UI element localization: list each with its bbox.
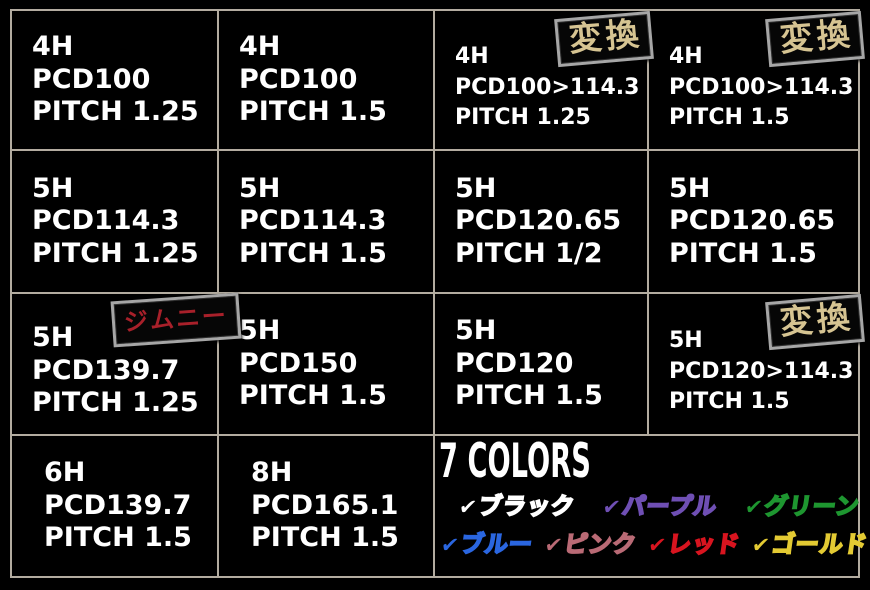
pitch-value: PITCH 1.5 bbox=[239, 96, 387, 128]
color-option-black: ✔ブラック bbox=[457, 493, 578, 522]
pcd-value: PCD165.1 bbox=[251, 489, 399, 521]
pitch-value: PITCH 1.25 bbox=[32, 387, 199, 419]
color-options-row-1: ✔ブラック ✔パープル ✔グリーン bbox=[457, 493, 863, 522]
holes-count: 5H bbox=[239, 315, 281, 347]
pitch-value: PITCH 1.25 bbox=[32, 96, 199, 128]
conversion-badge: 変換 bbox=[765, 10, 865, 67]
check-icon: ✔ bbox=[601, 495, 623, 519]
color-option-gold: ✔ゴールド bbox=[750, 531, 870, 560]
color-option-label: グリーン bbox=[762, 493, 863, 521]
holes-count: 6H bbox=[44, 457, 86, 489]
spec-cell: 5H PCD120.65 PITCH 1/2 bbox=[435, 151, 647, 292]
pitch-value: PITCH 1.25 bbox=[455, 105, 591, 131]
holes-count: 4H bbox=[32, 31, 74, 63]
color-option-pink: ✔ピンク bbox=[543, 531, 640, 560]
color-option-red: ✔レッド bbox=[646, 531, 743, 560]
holes-count: 8H bbox=[251, 457, 293, 489]
conversion-badge: 変換 bbox=[554, 10, 654, 67]
spec-cell: 6H PCD139.7 PITCH 1.5 bbox=[12, 436, 217, 576]
color-option-label: レッド bbox=[665, 531, 743, 559]
holes-count: 5H bbox=[32, 172, 74, 204]
pitch-value: PITCH 1.25 bbox=[32, 237, 199, 269]
pitch-value: PITCH 1.5 bbox=[455, 380, 603, 412]
holes-count: 5H bbox=[669, 327, 703, 353]
spec-cell: ジムニー 5H PCD139.7 PITCH 1.25 bbox=[12, 292, 242, 434]
pcd-value: PCD120.65 bbox=[455, 205, 622, 237]
check-icon: ✔ bbox=[750, 532, 772, 557]
spec-cell: 変換 4H PCD100>114.3 PITCH 1.5 bbox=[649, 10, 865, 149]
holes-count: 4H bbox=[669, 43, 703, 69]
pcd-value: PCD150 bbox=[239, 347, 358, 379]
color-option-purple: ✔パープル bbox=[601, 493, 720, 522]
pcd-value: PCD120.65 bbox=[669, 205, 836, 237]
pitch-value: PITCH 1.5 bbox=[239, 380, 387, 412]
holes-count: 5H bbox=[455, 315, 497, 347]
pitch-value: PITCH 1.5 bbox=[44, 522, 192, 554]
check-icon: ✔ bbox=[646, 532, 668, 557]
color-option-label: ピンク bbox=[562, 531, 640, 559]
spec-cell: 5H PCD120 PITCH 1.5 bbox=[435, 294, 647, 434]
holes-count: 5H bbox=[239, 172, 281, 204]
pcd-value: PCD120>114.3 bbox=[669, 358, 854, 384]
pcd-value: PCD120 bbox=[455, 347, 574, 379]
pitch-value: PITCH 1.5 bbox=[251, 522, 399, 554]
pcd-value: PCD114.3 bbox=[239, 205, 387, 237]
check-icon: ✔ bbox=[439, 532, 461, 557]
pitch-value: PITCH 1.5 bbox=[239, 237, 387, 269]
holes-count: 5H bbox=[32, 322, 74, 354]
spec-cell: 5H PCD114.3 PITCH 1.5 bbox=[219, 151, 433, 292]
colors-panel-title-row: 7 COLORS bbox=[439, 438, 858, 488]
color-option-label: ゴールド bbox=[769, 531, 870, 559]
check-icon: ✔ bbox=[457, 495, 479, 519]
pcd-value: PCD100>114.3 bbox=[455, 74, 640, 100]
pcd-value: PCD139.7 bbox=[32, 354, 180, 386]
pcd-value: PCD100 bbox=[239, 63, 358, 95]
holes-count: 4H bbox=[239, 31, 281, 63]
spec-cell: 5H PCD114.3 PITCH 1.25 bbox=[12, 151, 217, 292]
spec-cell: 変換 5H PCD120>114.3 PITCH 1.5 bbox=[649, 293, 865, 434]
colors-panel: 7 COLORS ✔ブラック ✔パープル ✔グリーン ✔ブルー ✔ピンク ✔レッ… bbox=[435, 436, 870, 576]
color-options-row-2: ✔ブルー ✔ピンク ✔レッド ✔ゴールド bbox=[439, 531, 870, 560]
pcd-value: PCD100 bbox=[32, 63, 151, 95]
pcd-value: PCD100>114.3 bbox=[669, 74, 854, 100]
pitch-value: PITCH 1.5 bbox=[669, 237, 817, 269]
pitch-value: PITCH 1.5 bbox=[669, 105, 790, 131]
check-icon: ✔ bbox=[743, 495, 765, 519]
spec-cell: 4H PCD100 PITCH 1.5 bbox=[219, 11, 433, 149]
spec-grid: 4H PCD100 PITCH 1.25 4H PCD100 PITCH 1.5… bbox=[10, 9, 870, 578]
holes-count: 4H bbox=[455, 43, 489, 69]
holes-count: 5H bbox=[669, 172, 711, 204]
color-option-label: ブラック bbox=[476, 493, 578, 521]
pcd-value: PCD114.3 bbox=[32, 205, 180, 237]
jimny-badge: ジムニー bbox=[110, 292, 242, 348]
color-option-label: パープル bbox=[620, 493, 720, 521]
spec-cell: 変換 4H PCD100>114.3 PITCH 1.25 bbox=[435, 10, 654, 149]
check-icon: ✔ bbox=[543, 532, 565, 557]
spec-cell: 8H PCD165.1 PITCH 1.5 bbox=[219, 436, 433, 576]
spec-cell: 4H PCD100 PITCH 1.25 bbox=[12, 11, 217, 149]
pitch-value: PITCH 1.5 bbox=[669, 389, 790, 415]
color-option-blue: ✔ブルー bbox=[439, 531, 536, 560]
holes-count: 5H bbox=[455, 172, 497, 204]
colors-title: 7 COLORS bbox=[439, 434, 591, 489]
color-option-green: ✔グリーン bbox=[743, 493, 863, 522]
color-option-label: ブルー bbox=[458, 531, 536, 559]
conversion-badge: 変換 bbox=[765, 293, 865, 350]
pcd-value: PCD139.7 bbox=[44, 489, 192, 521]
spec-cell: 5H PCD150 PITCH 1.5 bbox=[219, 294, 433, 434]
spec-cell: 5H PCD120.65 PITCH 1.5 bbox=[649, 151, 858, 292]
pitch-value: PITCH 1/2 bbox=[455, 237, 603, 269]
